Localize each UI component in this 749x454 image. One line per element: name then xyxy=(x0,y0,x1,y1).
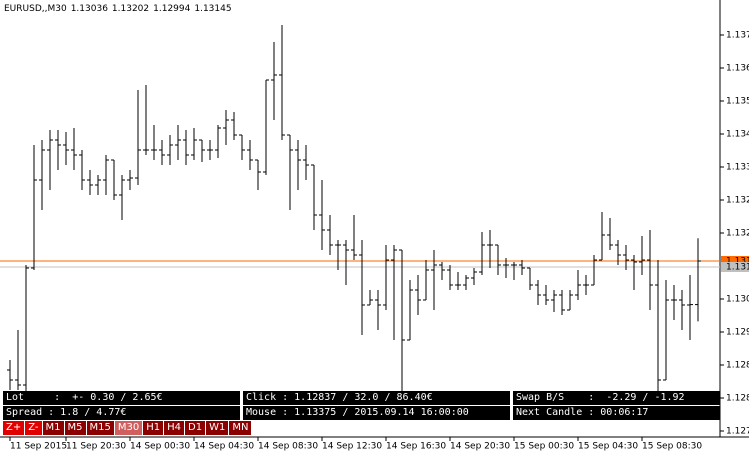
x-tick-label: 15 Sep 04:30 xyxy=(578,442,638,452)
panel-cell: Swap B/S : -2.29 / -1.92 xyxy=(513,391,720,405)
timeframe-button[interactable]: M15 xyxy=(86,421,114,435)
price-tag xyxy=(721,256,749,266)
chart-header: EURUSD,,M30 1.13036 1.13202 1.12994 1.13145 xyxy=(4,4,236,14)
last-open: 1.13036 xyxy=(70,4,108,14)
x-tick-label: 11 Sep 2015 xyxy=(10,442,67,452)
y-tick-label: 1.129 xyxy=(726,328,749,338)
panel-row: Spread : 1.8 / 4.77€ Mouse : 1.13375 / 20… xyxy=(3,406,720,420)
y-tick-label: 1.128 xyxy=(726,394,749,404)
timeframe-button[interactable]: W1 xyxy=(206,421,229,435)
y-tick-label: 1.132 xyxy=(726,229,749,239)
y-tick-label: 1.135 xyxy=(726,97,749,107)
y-tick-label: 1.132 xyxy=(726,196,749,206)
x-tick-label: 11 Sep 20:30 xyxy=(66,442,126,452)
panel-row: Lot : +- 0.30 / 2.65€ Click : 1.12837 / 3… xyxy=(3,391,720,405)
price-tag-label: 1.131 xyxy=(726,263,749,273)
timeframe-button[interactable]: M30 xyxy=(114,421,143,435)
y-tick-label: 1.130 xyxy=(726,295,749,305)
panel-cell: Next Candle : 00:06:17 xyxy=(513,406,720,420)
y-tick-label: 1.133 xyxy=(726,163,749,173)
x-tick-label: 15 Sep 00:30 xyxy=(514,442,574,452)
last-close: 1.13145 xyxy=(194,4,232,14)
panel-cell: Mouse : 1.13375 / 2015.09.14 16:00:00 xyxy=(243,406,510,420)
symbol: EURUSD,,M30 xyxy=(4,4,67,14)
panel-cell: Click : 1.12837 / 32.0 / 86.40€ xyxy=(243,391,510,405)
timeframe-button[interactable]: D1 xyxy=(185,421,206,435)
last-low: 1.12994 xyxy=(153,4,191,14)
timeframe-button[interactable]: Z- xyxy=(25,421,42,435)
x-tick-label: 14 Sep 12:30 xyxy=(322,442,382,452)
y-tick-label: 1.134 xyxy=(726,130,749,140)
y-tick-label: 1.128 xyxy=(726,361,749,371)
x-tick-label: 14 Sep 20:30 xyxy=(450,442,510,452)
timeframe-button[interactable]: H4 xyxy=(164,421,185,435)
x-tick-label: 14 Sep 04:30 xyxy=(194,442,254,452)
x-tick-label: 14 Sep 08:30 xyxy=(258,442,318,452)
price-tag xyxy=(721,262,749,272)
panel-cell: Lot : +- 0.30 / 2.65€ xyxy=(3,391,240,405)
timeframe-buttons: Z+ Z- M1 M5 M15 M30 H1 H4 D1 W1 MN xyxy=(3,421,252,435)
last-high: 1.13202 xyxy=(111,4,150,14)
timeframe-button[interactable]: H1 xyxy=(143,421,164,435)
timeframe-button[interactable]: Z+ xyxy=(3,421,25,435)
x-tick-label: 15 Sep 08:30 xyxy=(642,442,702,452)
price-tag-label: 1.131 xyxy=(726,257,749,267)
y-tick-label: 1.127 xyxy=(726,427,749,437)
y-tick-label: 1.137 xyxy=(726,31,749,41)
panel-cell: Spread : 1.8 / 4.77€ xyxy=(3,406,240,420)
timeframe-button[interactable]: MN xyxy=(229,421,252,435)
x-tick-label: 14 Sep 16:30 xyxy=(386,442,446,452)
timeframe-button[interactable]: M1 xyxy=(42,421,64,435)
timeframe-button[interactable]: M5 xyxy=(64,421,86,435)
x-tick-label: 14 Sep 00:30 xyxy=(130,442,190,452)
y-tick-label: 1.136 xyxy=(726,64,749,74)
